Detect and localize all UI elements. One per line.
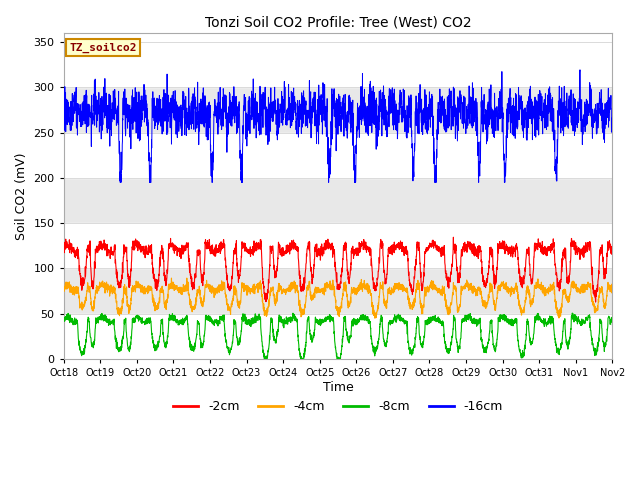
Bar <box>64 132 612 178</box>
Bar <box>64 223 612 268</box>
Text: TZ_soilco2: TZ_soilco2 <box>69 43 137 53</box>
Y-axis label: Soil CO2 (mV): Soil CO2 (mV) <box>15 152 28 240</box>
X-axis label: Time: Time <box>323 381 353 394</box>
Bar <box>64 33 612 87</box>
Bar <box>64 313 612 359</box>
Title: Tonzi Soil CO2 Profile: Tree (West) CO2: Tonzi Soil CO2 Profile: Tree (West) CO2 <box>205 15 471 29</box>
Legend: -2cm, -4cm, -8cm, -16cm: -2cm, -4cm, -8cm, -16cm <box>168 395 508 418</box>
